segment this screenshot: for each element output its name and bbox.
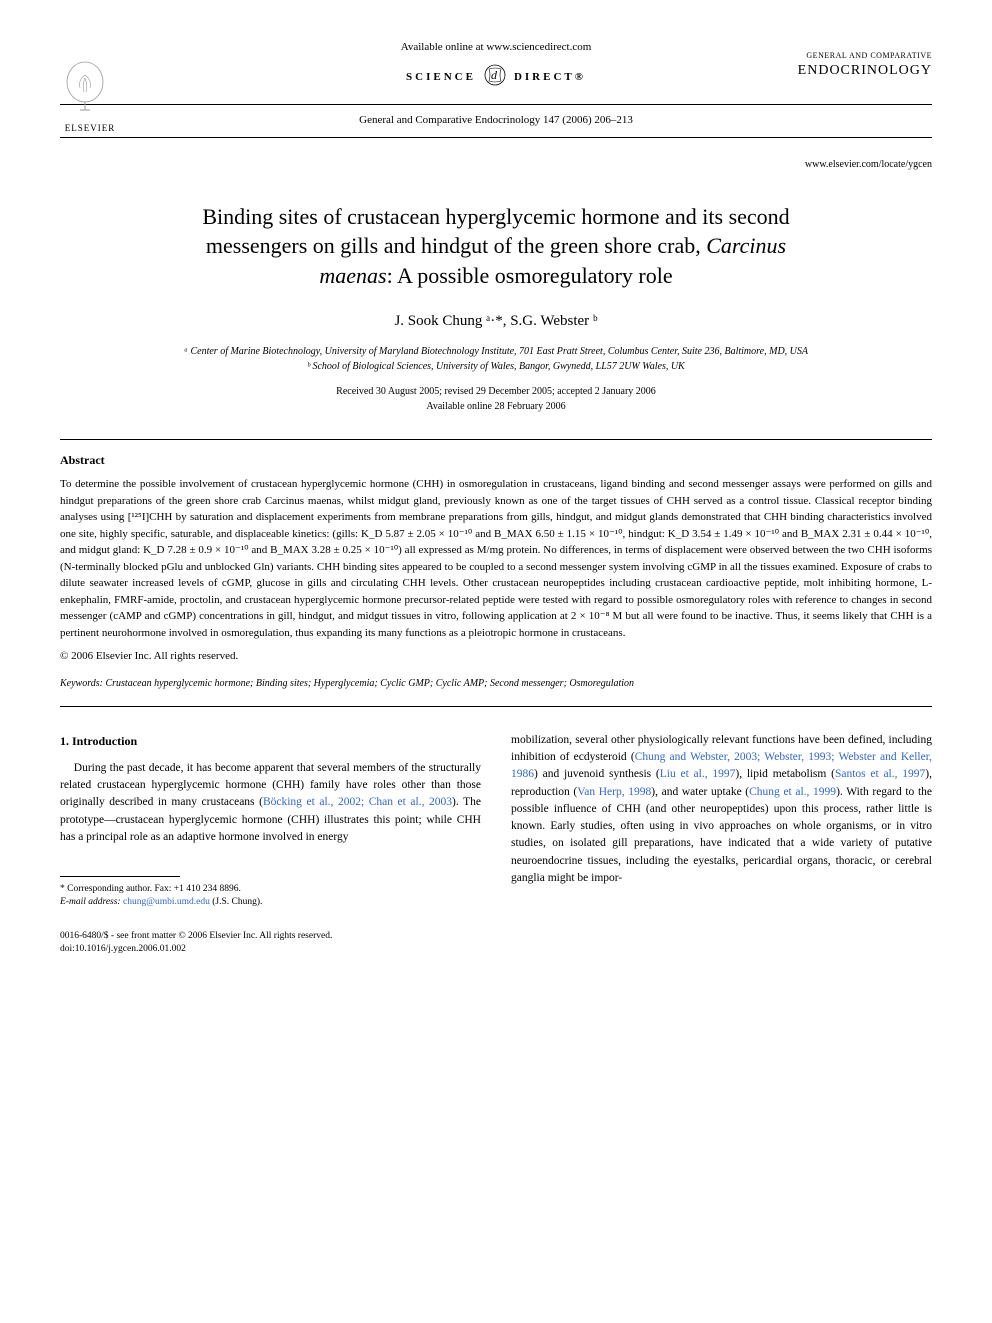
- ref-vanherp[interactable]: Van Herp, 1998: [577, 786, 651, 798]
- footer-issn: 0016-6480/$ - see front matter © 2006 El…: [60, 930, 332, 943]
- intro-para-2: mobilization, several other physiologica…: [511, 732, 932, 887]
- journal-brand: GENERAL AND COMPARATIVE ENDOCRINOLOGY: [798, 50, 932, 81]
- footer-left: 0016-6480/$ - see front matter © 2006 El…: [60, 930, 332, 957]
- authors: J. Sook Chung ᵃ·*, S.G. Webster ᵇ: [60, 311, 932, 332]
- article-title: Binding sites of crustacean hyperglycemi…: [80, 202, 912, 291]
- abstract-divider-bottom: [60, 706, 932, 707]
- body-columns: 1. Introduction During the past decade, …: [60, 732, 932, 910]
- keywords-text: Crustacean hyperglycemic hormone; Bindin…: [103, 678, 634, 689]
- journal-url: www.elsevier.com/locate/ygcen: [60, 158, 932, 172]
- date-available: Available online 28 February 2006: [60, 399, 932, 414]
- affiliations: ᵃ Center of Marine Biotechnology, Univer…: [60, 344, 932, 374]
- abstract-divider-top: [60, 439, 932, 440]
- affiliation-a: ᵃ Center of Marine Biotechnology, Univer…: [60, 344, 932, 359]
- abstract-heading: Abstract: [60, 452, 932, 469]
- journal-brand-large: ENDOCRINOLOGY: [798, 61, 932, 81]
- article-dates: Received 30 August 2005; revised 29 Dece…: [60, 384, 932, 414]
- title-italic2: maenas: [319, 263, 386, 288]
- title-italic1: Carcinus: [706, 233, 786, 258]
- science-direct-icon: d: [483, 63, 507, 92]
- elsevier-name: ELSEVIER: [60, 122, 120, 135]
- title-line3: : A possible osmoregulatory role: [387, 263, 673, 288]
- affiliation-b: ᵇ School of Biological Sciences, Univers…: [60, 359, 932, 374]
- abstract-body: To determine the possible involvement of…: [60, 478, 932, 639]
- science-direct-right: DIRECT®: [514, 72, 586, 84]
- page-footer: 0016-6480/$ - see front matter © 2006 El…: [60, 930, 932, 957]
- footnote-email-name: (J.S. Chung).: [212, 897, 262, 907]
- footnote-divider: [60, 876, 180, 877]
- ref-santos[interactable]: Santos et al., 1997: [835, 768, 925, 780]
- footnote-email[interactable]: chung@umbi.umd.edu: [121, 897, 213, 907]
- footnote-email-line: E-mail address: chung@umbi.umd.edu (J.S.…: [60, 896, 481, 909]
- keywords: Keywords: Crustacean hyperglycemic hormo…: [60, 677, 932, 691]
- science-direct-left: SCIENCE: [406, 72, 476, 84]
- footer-doi: doi:10.1016/j.ygcen.2006.01.002: [60, 943, 332, 956]
- journal-reference: General and Comparative Endocrinology 14…: [60, 113, 932, 128]
- footnote-email-label: E-mail address:: [60, 897, 121, 907]
- copyright: © 2006 Elsevier Inc. All rights reserved…: [60, 649, 932, 664]
- elsevier-tree-icon: [60, 60, 110, 115]
- footnote: * Corresponding author. Fax: +1 410 234 …: [60, 883, 481, 910]
- intro-heading: 1. Introduction: [60, 732, 481, 750]
- col2-t3: ), lipid metabolism (: [735, 768, 835, 780]
- ref-liu[interactable]: Liu et al., 1997: [660, 768, 736, 780]
- title-line2: messengers on gills and hindgut of the g…: [206, 233, 706, 258]
- journal-brand-small: GENERAL AND COMPARATIVE: [798, 50, 932, 61]
- column-left: 1. Introduction During the past decade, …: [60, 732, 481, 910]
- header-area: ELSEVIER Available online at www.science…: [60, 40, 932, 172]
- keywords-label: Keywords:: [60, 678, 103, 689]
- abstract-text: To determine the possible involvement of…: [60, 476, 932, 641]
- ref-chung-1999[interactable]: Chung et al., 1999: [749, 786, 836, 798]
- svg-text:d: d: [491, 68, 498, 82]
- intro-para-1: During the past decade, it has become ap…: [60, 760, 481, 846]
- header-divider: [60, 104, 932, 105]
- elsevier-logo: ELSEVIER: [60, 60, 120, 134]
- ref-bocking[interactable]: Böcking et al., 2002; Chan et al., 2003: [263, 796, 452, 808]
- col2-t5: ), and water uptake (: [651, 786, 749, 798]
- footnote-corresponding: * Corresponding author. Fax: +1 410 234 …: [60, 883, 481, 896]
- title-line1: Binding sites of crustacean hyperglycemi…: [202, 204, 789, 229]
- header-divider-2: [60, 137, 932, 138]
- date-received: Received 30 August 2005; revised 29 Dece…: [60, 384, 932, 399]
- column-right: mobilization, several other physiologica…: [511, 732, 932, 910]
- col2-t6: ). With regard to the possible influence…: [511, 786, 932, 884]
- col2-t2: ) and juvenoid synthesis (: [534, 768, 660, 780]
